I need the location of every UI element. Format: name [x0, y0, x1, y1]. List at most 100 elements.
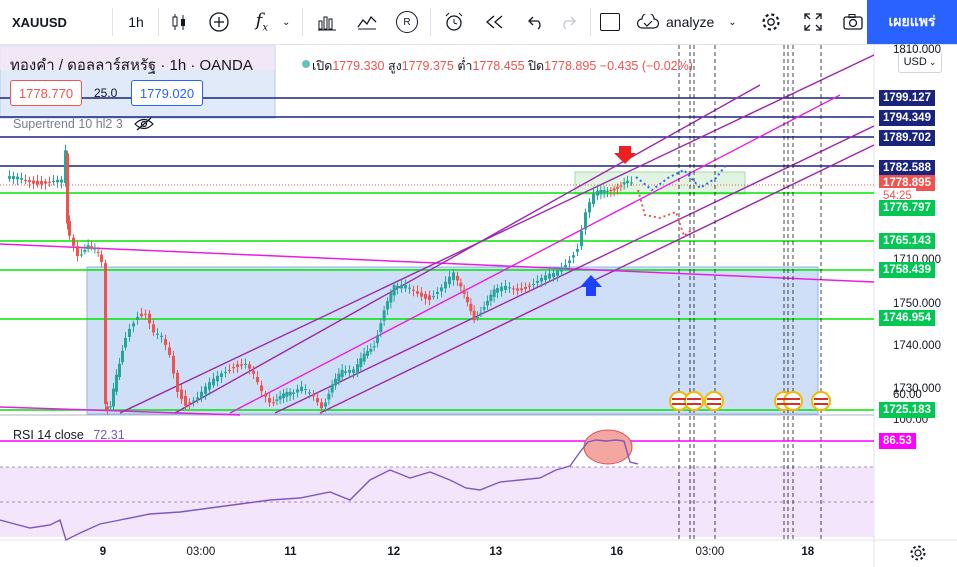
candle-body [327, 393, 331, 400]
candle-body [396, 285, 399, 289]
cloud-check-icon [636, 14, 660, 29]
candle-body [176, 372, 179, 392]
templates-icon[interactable] [310, 0, 344, 44]
candle-body [24, 179, 27, 181]
chevron-down-icon: ⌄ [281, 16, 291, 28]
candle-body [369, 348, 373, 352]
top-toolbar: XAUUSD 1h fx ⌄ R analyze ⌄ [0, 0, 957, 45]
candle-body [180, 389, 183, 400]
replay-icon[interactable]: R [392, 0, 422, 44]
candle-body [248, 364, 251, 369]
compare-icon[interactable] [350, 0, 384, 44]
economic-event-flag-icons[interactable] [669, 391, 831, 411]
candle-body [588, 202, 591, 213]
redo-icon[interactable] [552, 0, 586, 44]
candle-body [389, 292, 393, 303]
candle-body [44, 181, 47, 184]
price-level-tag[interactable]: 1794.349 [879, 110, 935, 127]
price-level-tag[interactable]: 1765.143 [879, 233, 935, 250]
candle-body [416, 291, 419, 294]
candle-body [344, 371, 347, 373]
candle-body [288, 391, 292, 396]
candle-body [188, 402, 191, 404]
add-indicator-icon[interactable] [202, 0, 236, 44]
candle-body [264, 393, 267, 397]
candle-body [424, 294, 427, 299]
candle-body [469, 303, 473, 312]
candle-body [104, 263, 107, 404]
legend-status-dot [302, 60, 310, 68]
candle-body [548, 273, 551, 279]
candle-body [152, 324, 155, 333]
symbol-legend-title[interactable]: ทองคำ / ดอลลาร์สหรัฐ · 1h · OANDA [10, 57, 253, 74]
camera-icon[interactable] [838, 0, 868, 44]
buy-arrow-icon [580, 275, 602, 296]
candle-body [232, 367, 235, 369]
rsi-level-tag[interactable]: 86.53 [879, 433, 916, 449]
symbol-search-button[interactable]: XAUUSD [12, 14, 67, 30]
candle-body [93, 248, 97, 250]
candle-body [599, 189, 603, 195]
price-axis-label: 1740.000 [893, 340, 941, 353]
settings-gear-icon[interactable] [754, 0, 788, 44]
ohlc-close-label: ปิด [528, 59, 545, 73]
fullscreen-icon[interactable] [796, 0, 830, 44]
candle-body [132, 323, 135, 327]
candles-icon[interactable] [162, 0, 196, 44]
candle-body [492, 289, 496, 297]
interval-button[interactable]: 1h [128, 14, 144, 30]
candle-body [334, 378, 337, 386]
undo-icon[interactable] [518, 0, 552, 44]
candle-body [630, 182, 633, 184]
candle-body [109, 406, 112, 408]
currency-selector[interactable]: USD ⌄ [898, 51, 942, 73]
candle-body [156, 333, 159, 335]
candle-body [282, 393, 285, 399]
time-axis-label: 13 [489, 546, 503, 558]
candle-body [275, 399, 279, 401]
candle-body [448, 276, 451, 285]
price-level-tag[interactable]: 1799.127 [879, 90, 935, 106]
price-level-tag[interactable]: 1782.588 [879, 159, 935, 176]
rsi-indicator-label[interactable]: RSI 14 close 72.31 [13, 428, 125, 442]
candle-body [352, 369, 355, 373]
price-level-tag[interactable]: 1746.954 [879, 310, 935, 327]
layout-icon[interactable] [596, 0, 624, 44]
price-level-tag[interactable]: 1778.895 [879, 175, 935, 192]
candle-body [496, 288, 499, 293]
candle-body [168, 347, 171, 355]
candle-body [136, 316, 139, 321]
channel-line-3 [274, 125, 875, 414]
price-level-tag[interactable]: 1789.702 [879, 129, 935, 146]
rsi-band [0, 467, 874, 537]
chart-settings-icon[interactable] [910, 545, 926, 561]
price-level-tag[interactable]: 54:25 [879, 187, 916, 204]
indicators-fx-icon[interactable]: fx ⌄ [255, 10, 291, 34]
price-level-tag[interactable]: 1776.797 [879, 200, 935, 217]
publish-button[interactable]: เผยแพร่ [867, 0, 957, 44]
candle-body [12, 175, 15, 180]
candle-body [504, 285, 507, 290]
candle-body [622, 182, 626, 185]
price-level-tag[interactable]: 1725.183 [879, 402, 935, 418]
supertrend-indicator-label[interactable]: Supertrend 10 hl2 3 [13, 117, 155, 134]
candle-body [609, 189, 613, 192]
channel-line-1 [119, 54, 875, 414]
price-level-tag[interactable]: 1758.439 [879, 261, 935, 278]
price-axis-label: 1810.000 [893, 44, 941, 56]
rewind-icon[interactable] [478, 0, 512, 44]
candle-body [212, 378, 215, 386]
eye-hidden-icon[interactable] [134, 117, 155, 134]
alarm-icon[interactable] [436, 0, 472, 44]
supertrend-label-text: Supertrend 10 hl2 3 [13, 117, 123, 131]
analyze-button[interactable]: analyze ⌄ [636, 0, 751, 44]
candle-body [16, 176, 19, 180]
candle-body [508, 287, 511, 289]
price-chart[interactable] [0, 45, 957, 567]
candle-body [320, 402, 323, 409]
candle-body [576, 249, 579, 252]
candle-body [444, 281, 447, 289]
buy-price-button[interactable]: 1779.020 [131, 80, 203, 106]
sell-price-button[interactable]: 1778.770 [10, 80, 82, 106]
rsi-current-value: 72.31 [93, 428, 125, 442]
